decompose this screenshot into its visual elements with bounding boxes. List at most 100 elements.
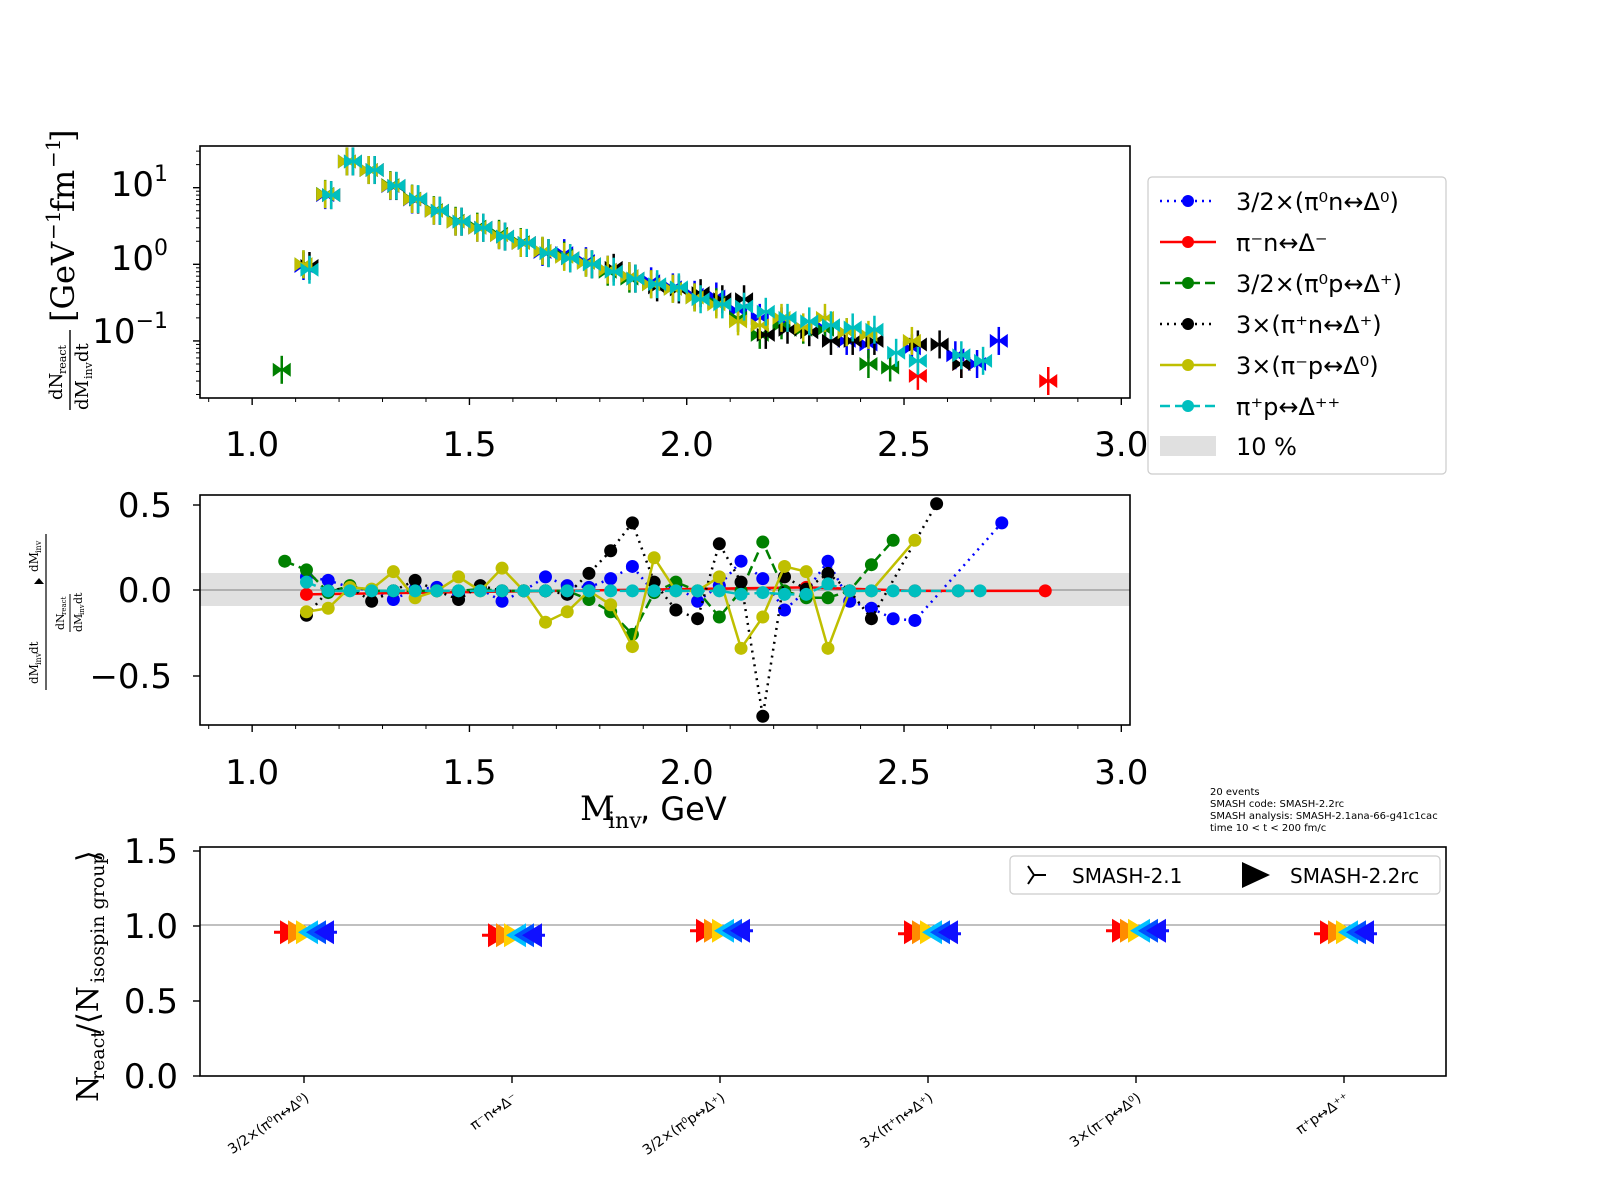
svg-text:inv: inv [78, 604, 86, 615]
isospin-point-SMASH-2.2rc [1112, 918, 1166, 943]
y-tick-label-minus0.5: −0.5 [89, 657, 172, 697]
isospin-subplot: 1.5 1.0 0.5 0.0 N react /⟨N isospin grou… [71, 832, 1447, 1159]
ratio-point-pipp [430, 584, 444, 598]
ratio-point-pi0n [886, 612, 900, 626]
legend-marker-pimn [1182, 236, 1194, 248]
svg-text:isospin group: isospin group [87, 852, 109, 983]
spectrum-point-pi0p [272, 355, 291, 384]
spectrum-point-pipp [843, 313, 862, 342]
legend-marker-pipn [1182, 318, 1194, 330]
legend-marker-pipp [1182, 400, 1194, 412]
svg-text:N: N [71, 1076, 106, 1102]
ratio-point-pipp [691, 584, 705, 598]
ratio-point-pimp [625, 640, 639, 654]
y-tick-label-0.5: 0.5 [124, 982, 178, 1022]
ratio-point-pipn [930, 497, 944, 511]
svg-text:react: react [56, 345, 69, 374]
isospin-x-ticks: 3/2×(π⁰n↔Δ⁰) π⁻n↔Δ⁻ 3/2×(π⁰p↔Δ⁺) 3×(π⁺n↔Δ⁺)… [225, 1076, 1352, 1159]
svg-text:dM: dM [27, 664, 41, 684]
ratio-point-pipn [864, 612, 878, 626]
ratio-point-pipp [299, 575, 313, 589]
ratio-point-pipp [778, 587, 792, 601]
svg-text:dM: dM [72, 380, 93, 410]
ratio-data-layer [278, 497, 1052, 723]
spectrum-point-pipp [691, 285, 710, 314]
ratio-point-pipn [712, 537, 726, 551]
spectrum-point-pipp [409, 185, 428, 214]
spectrum-point-pipp [626, 264, 645, 293]
ratio-point-pipp [386, 584, 400, 598]
ratio-point-pipp [452, 584, 466, 598]
ratio-point-pi0n [756, 572, 770, 586]
ratio-point-pipn [734, 575, 748, 589]
ratio-line-pimp [306, 539, 916, 653]
ratio-point-pimp [604, 598, 618, 612]
spectrum-point-pipp [821, 311, 840, 340]
spectrum-point-pipp [452, 207, 471, 236]
x-tick-label: 2.5 [877, 753, 931, 793]
spectrum-point-pipp [756, 297, 775, 326]
spectrum-y-axis-label: dN react dM inv dt [GeV −1 fm −1 ] [41, 130, 95, 410]
ratio-point-pi0p [299, 563, 313, 577]
y-tick-label-0.0: 0.0 [124, 1057, 178, 1097]
spectrum-point-pimn [1039, 367, 1058, 396]
ratio-y-ticks: 0.5 0.0 −0.5 [89, 486, 200, 697]
svg-text:dN: dN [54, 613, 67, 630]
ratio-point-pi0p [756, 535, 770, 549]
spectrum-point-pipp [582, 250, 601, 279]
svg-text:dt: dt [72, 592, 85, 604]
isospin-axes-frame [199, 846, 1447, 1077]
ratio-point-pipp [712, 584, 726, 598]
ratio-point-pipn [582, 566, 596, 580]
ratio-point-pimp [647, 551, 661, 565]
ratio-x-ticks: 1.0 1.5 2.0 2.5 3.0 [208, 725, 1148, 793]
legend-label-pipn: 3×(π⁺n↔Δ⁺) [1236, 311, 1382, 339]
legend-frame [1147, 176, 1447, 475]
spectrum-point-pipp [300, 255, 319, 284]
ratio-point-pi0n [321, 573, 335, 587]
svg-text:dN: dN [46, 373, 67, 400]
ratio-point-pipp [365, 584, 379, 598]
ratio-point-pi0n [495, 594, 509, 608]
ratio-point-pi0p [886, 533, 900, 547]
info-line: 20 events [1210, 787, 1260, 798]
svg-text:dM: dM [72, 614, 85, 632]
legend-label-pi0p: 3/2×(π⁰p↔Δ⁺) [1236, 270, 1402, 298]
ratio-point-pipn [604, 544, 618, 558]
legend-band-swatch [1160, 436, 1216, 456]
spectrum-data-layer [272, 147, 1058, 396]
isospin-y-axis-label: N react /⟨N isospin group ⟩ [71, 850, 109, 1102]
legend-band-label: 10 % [1236, 433, 1297, 461]
legend-item-pimp: 3×(π⁻p↔Δ⁰) [1160, 352, 1379, 380]
spectrum-point-pipp [713, 290, 732, 319]
spectrum-point-pipp [539, 239, 558, 268]
ratio-point-pi0n [604, 572, 618, 586]
spectrum-point-pipp [322, 181, 341, 210]
x-tick-label: 3.0 [1094, 425, 1148, 465]
legend-item-pi0n: 3/2×(π⁰n↔Δ⁰) [1160, 188, 1399, 216]
spectrum-y-ticks: 101 100 10−1 [92, 150, 200, 395]
ratio-point-pipn [365, 594, 379, 608]
ratio-point-pimn [299, 587, 313, 601]
ratio-point-pipp [408, 584, 422, 598]
ratio-point-pipn [669, 603, 683, 617]
ratio-point-pipp [604, 584, 618, 598]
ratio-point-pipn [756, 709, 770, 723]
ratio-point-pipp [886, 584, 900, 598]
svg-text:dM: dM [27, 552, 41, 572]
ratio-axes-frame [199, 494, 1131, 726]
ratio-point-pimp [908, 533, 922, 547]
ratio-point-pipp [538, 584, 552, 598]
legend-item-pi0p: 3/2×(π⁰p↔Δ⁺) [1160, 270, 1402, 298]
ratio-point-pimp [756, 610, 770, 624]
legend-marker-pi0p [1182, 277, 1194, 289]
info-line: SMASH analysis: SMASH-2.1ana-66-g41c1cac [1210, 811, 1438, 822]
ratio-point-pimp [778, 559, 792, 573]
ratio-point-pi0n [538, 570, 552, 584]
spectrum-point-pipp [908, 346, 927, 375]
isospin-point-SMASH-2.2rc [488, 923, 542, 948]
ratio-point-pipp [647, 584, 661, 598]
spectrum-point-pipp [865, 315, 884, 344]
spectrum-point-pipp [517, 228, 536, 257]
